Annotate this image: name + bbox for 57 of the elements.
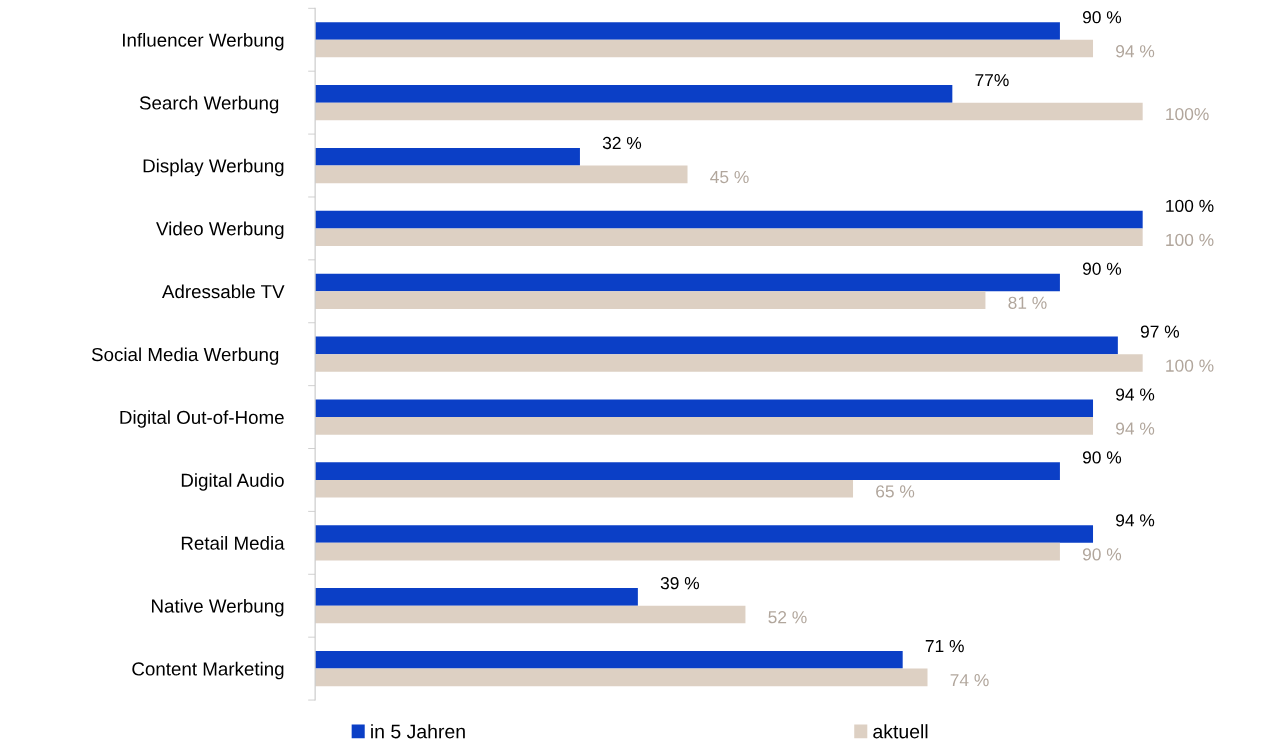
- data-label: 94 %: [1116, 514, 1155, 527]
- bar: [315, 542, 1060, 561]
- bar: [315, 39, 1094, 58]
- bar: [315, 651, 903, 669]
- y-tick-label: Content Marketing: [132, 661, 284, 680]
- data-label: 52 %: [768, 611, 807, 624]
- data-label: 90 %: [1082, 11, 1122, 24]
- data-label: 94 %: [1116, 45, 1155, 58]
- data-label: 100 %: [1166, 233, 1214, 247]
- bar: [315, 588, 638, 606]
- data-label: 81 %: [1008, 296, 1047, 309]
- data-label: 32 %: [602, 136, 642, 150]
- data-label: 97 %: [1140, 325, 1180, 338]
- data-label: 94 %: [1116, 388, 1155, 401]
- data-label: 100%: [1166, 107, 1209, 121]
- y-tick-label: Display Werbung: [143, 158, 284, 177]
- bar: [315, 462, 1060, 480]
- y-tick-label: Adressable TV: [161, 284, 285, 299]
- bar: [315, 210, 1143, 229]
- bar: [315, 417, 1094, 435]
- legend-label: aktuell: [873, 724, 928, 739]
- data-label: 90 %: [1082, 262, 1122, 275]
- data-label: 100 %: [1166, 199, 1214, 213]
- data-label: 71 %: [925, 639, 964, 653]
- bar: [315, 165, 688, 184]
- bar: [315, 525, 1094, 543]
- bar: [315, 668, 928, 687]
- legend-label: in 5 Jahren: [371, 724, 465, 739]
- bar: [315, 228, 1143, 247]
- y-tick-label: Native Werbung: [152, 598, 284, 617]
- data-label: 45 %: [710, 170, 749, 184]
- bar: [315, 291, 986, 309]
- data-label: 90 %: [1082, 548, 1122, 561]
- bar: [315, 354, 1143, 372]
- data-label: 74 %: [950, 674, 989, 687]
- y-tick-label: Influencer Werbung: [123, 32, 284, 51]
- data-label: 90 %: [1082, 451, 1122, 464]
- bar: [315, 336, 1118, 355]
- bar: [315, 273, 1060, 292]
- data-label: 94 %: [1116, 422, 1155, 435]
- bar: [315, 399, 1094, 418]
- bar: [315, 479, 854, 498]
- y-tick-label: Retail Media: [181, 536, 285, 550]
- bar: [315, 147, 580, 166]
- y-tick-label: Social Media Werbung: [91, 347, 279, 365]
- data-label: 39 %: [660, 577, 700, 590]
- y-tick-label: Search Werbung: [139, 95, 279, 114]
- bar: [315, 85, 953, 103]
- bar: [315, 605, 746, 624]
- data-label: 100 %: [1166, 359, 1214, 372]
- data-label: 65 %: [876, 485, 915, 498]
- y-tick-label: Digital Out-of-Home: [120, 410, 284, 428]
- bar: [315, 102, 1143, 121]
- bar: [315, 22, 1060, 40]
- data-label: 77%: [975, 74, 1009, 87]
- y-tick-label: Video Werbung: [156, 221, 284, 240]
- y-tick-label: Digital Audio: [181, 473, 284, 491]
